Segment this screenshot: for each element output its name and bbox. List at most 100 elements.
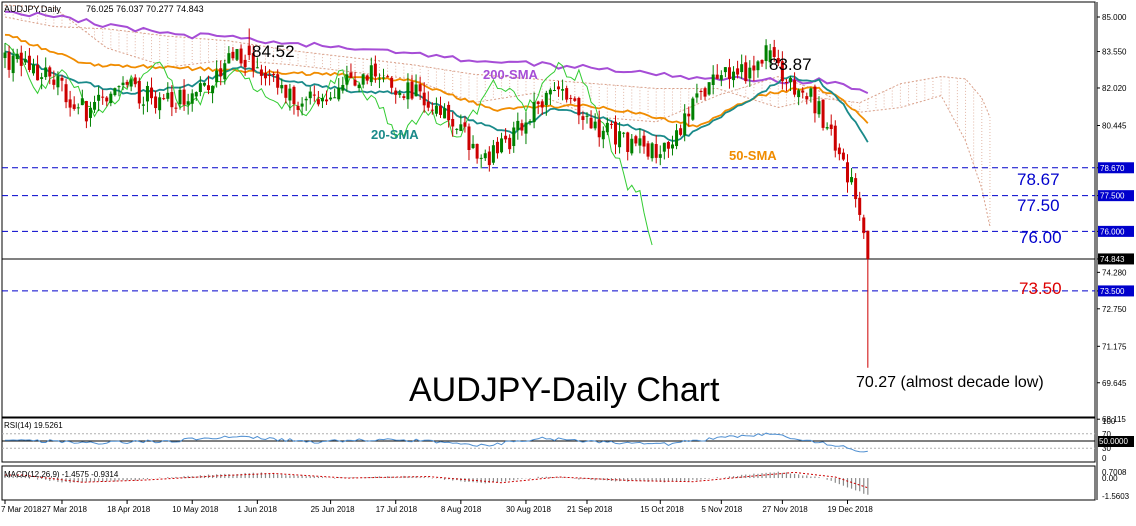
candle-body — [426, 101, 430, 108]
candle-body — [398, 92, 402, 95]
low-annotation: 70.27 (almost decade low) — [856, 374, 1044, 391]
candle-body — [854, 178, 858, 200]
candle-body — [320, 97, 324, 102]
candle-body — [797, 90, 801, 98]
candle-body — [296, 105, 300, 110]
rsi-50-box — [1098, 436, 1134, 447]
chart-title: AUDJPY-Daily Chart — [409, 371, 720, 409]
candle-body — [19, 52, 23, 66]
candle-body — [512, 127, 516, 147]
candle-body — [235, 49, 239, 60]
candle-body — [227, 53, 231, 64]
candle-body — [451, 118, 455, 127]
rsi-scale-label: 70 — [1102, 430, 1111, 439]
candle-body — [434, 105, 438, 114]
candle-body — [243, 59, 247, 68]
candle-body — [727, 67, 731, 80]
price-tick-label: 73.500 — [1100, 287, 1125, 296]
candle-body — [723, 67, 727, 73]
candle-body — [60, 77, 64, 81]
level-price-box — [1098, 285, 1134, 297]
candle-body — [548, 89, 552, 95]
candle-body — [650, 143, 654, 159]
candle-body — [695, 93, 699, 98]
candle-body — [707, 82, 711, 95]
candle-body — [251, 53, 255, 71]
candle-body — [744, 62, 748, 82]
candle-body — [593, 121, 597, 129]
candle-body — [732, 71, 736, 81]
candle-body — [780, 61, 784, 82]
date-tick-label: 18 Apr 2018 — [107, 505, 151, 514]
candle-body — [402, 96, 406, 98]
date-tick-label: 1 Jun 2018 — [237, 505, 277, 514]
candle-body — [622, 132, 626, 134]
candle-body — [133, 77, 137, 85]
candle-body — [455, 128, 459, 130]
candle-body — [504, 135, 508, 140]
candle-body — [459, 124, 463, 132]
candle-body — [170, 92, 174, 108]
macd-scale-label: -1.5603 — [1102, 492, 1130, 501]
candle-body — [308, 91, 312, 99]
date-tick-label: 25 Jun 2018 — [311, 505, 356, 514]
candle-body — [520, 123, 524, 131]
candle-body — [40, 77, 44, 79]
price-tick-label: 83.550 — [1102, 48, 1127, 57]
candle-body — [280, 85, 284, 89]
candle-body — [145, 85, 149, 102]
price-tick-label: 80.445 — [1102, 122, 1127, 131]
candle-body — [862, 217, 866, 234]
candle-body — [386, 76, 390, 78]
cloud-span-a — [4, 4, 991, 227]
candle-body — [117, 86, 121, 88]
candle-body — [349, 72, 353, 78]
candle-body — [487, 151, 491, 166]
date-tick-label: 21 Sep 2018 — [567, 505, 613, 514]
price-tick-label: 68.115 — [1102, 415, 1126, 424]
price-tick-label: 74.280 — [1102, 268, 1127, 277]
candle-body — [508, 137, 512, 150]
cloud-span-b — [4, 16, 991, 118]
candle-body — [125, 81, 129, 85]
candle-body — [471, 143, 475, 149]
candle-body — [833, 125, 837, 151]
price-tick-label: 82.020 — [1102, 84, 1127, 93]
candle-body — [182, 89, 186, 105]
candle-body — [479, 157, 483, 159]
candle-body — [557, 86, 561, 90]
peak-label-83-87: 83.87 — [769, 55, 812, 74]
macd-panel-frame — [1, 465, 1096, 501]
candle-body — [300, 103, 304, 107]
sma200-line — [4, 10, 869, 95]
candle-body — [491, 145, 495, 163]
candle-body — [495, 141, 499, 154]
price-tick-label: 76.000 — [1100, 227, 1125, 236]
candle-body — [764, 45, 768, 61]
candle-body — [239, 48, 243, 64]
candle-body — [544, 92, 548, 106]
candle-body — [113, 88, 117, 96]
candle-body — [601, 130, 605, 140]
candle-body — [72, 104, 76, 109]
candle-body — [27, 55, 31, 70]
candle-body — [626, 132, 630, 152]
candle-body — [31, 64, 35, 74]
candle-body — [23, 59, 27, 63]
price-tick-label: 69.645 — [1102, 379, 1127, 388]
candle-body — [357, 84, 361, 89]
candle-body — [443, 108, 447, 119]
candle-body — [93, 101, 97, 110]
candle-body — [821, 99, 825, 128]
candle-body — [801, 90, 805, 93]
main-plot-frame — [1, 1, 1096, 418]
candle-body — [422, 92, 426, 106]
candle-body — [585, 115, 589, 117]
header-symbol: AUDJPY,Daily — [4, 4, 61, 14]
candle-body — [789, 78, 793, 83]
candle-body — [325, 99, 329, 102]
rsi-label: RSI(14) 19.5261 — [4, 421, 63, 430]
candle-body — [259, 69, 263, 76]
level-price-box — [1098, 190, 1134, 202]
